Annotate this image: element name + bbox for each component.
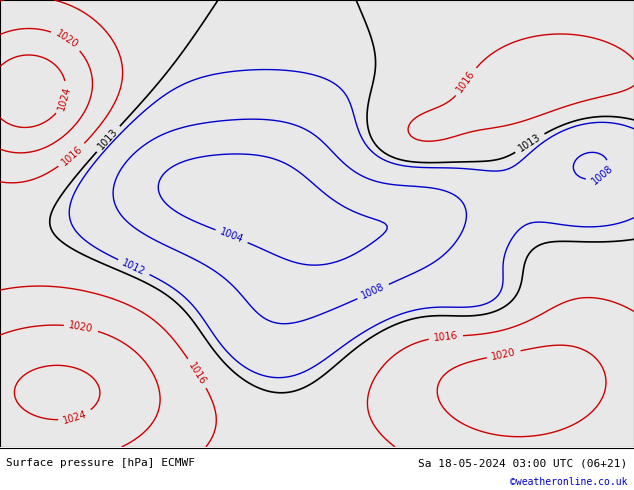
Text: Surface pressure [hPa] ECMWF: Surface pressure [hPa] ECMWF — [6, 458, 195, 468]
Text: 1008: 1008 — [590, 164, 615, 187]
Text: 1004: 1004 — [218, 227, 245, 245]
Text: 1020: 1020 — [491, 347, 517, 362]
Text: 1024: 1024 — [62, 409, 89, 425]
Text: 1016: 1016 — [60, 144, 84, 167]
Text: Sa 18-05-2024 03:00 UTC (06+21): Sa 18-05-2024 03:00 UTC (06+21) — [418, 458, 628, 468]
Text: 1024: 1024 — [56, 85, 73, 111]
Text: ©weatheronline.co.uk: ©weatheronline.co.uk — [510, 477, 628, 487]
Text: 1016: 1016 — [186, 360, 208, 386]
Text: 1013: 1013 — [96, 126, 120, 151]
Text: 1020: 1020 — [53, 28, 80, 50]
Text: 1016: 1016 — [455, 69, 477, 95]
Text: 1008: 1008 — [360, 282, 386, 301]
Text: 1016: 1016 — [433, 331, 458, 343]
Text: 1013: 1013 — [517, 132, 543, 154]
Text: 1020: 1020 — [68, 320, 94, 335]
Text: 1012: 1012 — [120, 257, 147, 277]
